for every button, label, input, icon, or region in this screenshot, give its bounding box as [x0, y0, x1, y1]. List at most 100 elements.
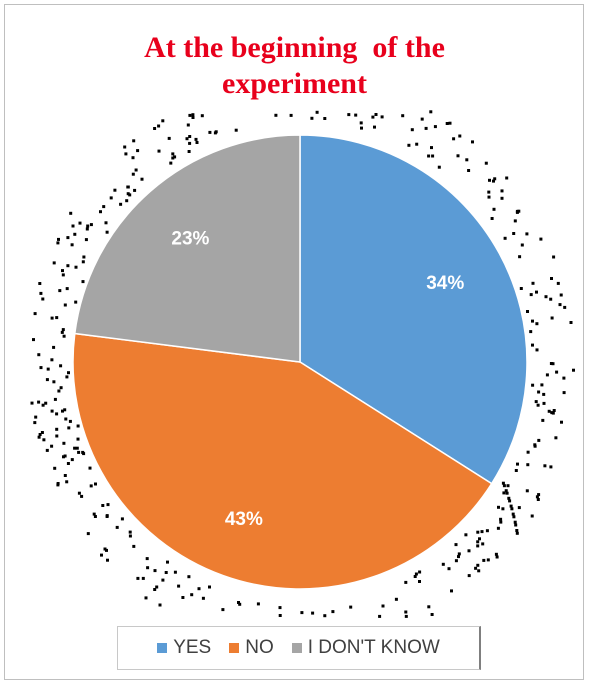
noise-dot	[141, 576, 145, 580]
noise-dot	[404, 610, 408, 614]
noise-dot	[505, 491, 509, 495]
noise-dot	[401, 114, 405, 118]
legend-swatch-no	[229, 643, 240, 653]
noise-dot	[474, 566, 478, 570]
noise-dot	[65, 480, 69, 484]
noise-dot	[61, 409, 64, 413]
noise-dot	[74, 265, 78, 269]
noise-dot	[552, 255, 556, 259]
noise-dot	[507, 496, 511, 500]
noise-dot	[516, 462, 519, 466]
noise-dot	[514, 469, 518, 472]
noise-dot	[167, 136, 171, 140]
noise-dot	[50, 409, 54, 413]
noise-dot	[515, 531, 519, 535]
noise-dot	[37, 353, 41, 357]
noise-dot	[136, 149, 140, 153]
noise-dot	[476, 563, 480, 567]
noise-dot	[171, 152, 175, 156]
noise-dot	[94, 482, 97, 486]
chart-title-line-1: At the beginning of the	[144, 31, 445, 64]
noise-dot	[41, 297, 45, 301]
noise-dot	[201, 596, 205, 600]
noise-dot	[354, 113, 358, 117]
noise-dot	[55, 412, 59, 416]
noise-dot	[535, 495, 539, 499]
noise-dot	[195, 141, 199, 144]
noise-dot	[450, 589, 453, 593]
noise-dot	[208, 585, 211, 589]
legend-item-dont-know: I DON'T KNOW	[291, 637, 440, 659]
noise-dot	[503, 236, 507, 240]
noise-dot	[74, 300, 78, 304]
noise-dot	[278, 614, 282, 617]
noise-dot	[153, 569, 157, 573]
noise-dot	[539, 237, 543, 241]
noise-dot	[92, 512, 96, 516]
noise-dot	[63, 474, 67, 477]
legend-swatch-dont-know	[291, 643, 302, 653]
noise-dot	[106, 558, 109, 562]
noise-dot	[39, 366, 43, 370]
noise-dot	[381, 604, 385, 608]
noise-dot	[518, 255, 522, 259]
noise-dot	[185, 137, 189, 141]
noise-dot	[68, 419, 72, 423]
noise-dot	[360, 126, 363, 130]
noise-dot	[99, 210, 102, 214]
noise-dot	[102, 205, 106, 209]
noise-dot	[558, 303, 562, 307]
noise-dot	[534, 400, 538, 404]
noise-dot	[166, 560, 169, 564]
noise-dot	[515, 529, 519, 532]
noise-dot	[359, 121, 363, 125]
noise-dot	[187, 575, 191, 579]
noise-dot	[81, 260, 85, 264]
noise-dot	[39, 291, 43, 295]
noise-dot	[194, 137, 198, 141]
noise-dot	[73, 446, 77, 450]
noise-dot	[191, 116, 195, 119]
pie-slices	[72, 134, 528, 590]
noise-dot	[61, 273, 65, 277]
noise-dot	[512, 515, 516, 519]
chart-legend: YES NO I DON'T KNOW	[117, 626, 481, 670]
legend-item-no: NO	[229, 637, 274, 659]
noise-dot	[542, 401, 546, 405]
noise-dot	[465, 158, 469, 162]
noise-dot	[456, 154, 460, 158]
noise-dot	[331, 610, 335, 614]
noise-dot	[50, 444, 54, 448]
noise-dot	[457, 552, 461, 556]
noise-dot	[200, 114, 204, 118]
noise-dot	[550, 316, 554, 320]
legend-label-dont-know: I DON'T KNOW	[307, 637, 440, 658]
noise-dot	[82, 255, 86, 259]
noise-dot	[476, 544, 480, 548]
noise-dot	[55, 427, 59, 431]
noise-dot	[552, 409, 556, 412]
noise-dot	[93, 515, 97, 518]
noise-dot	[526, 310, 529, 313]
noise-dot	[161, 119, 165, 123]
noise-dot	[62, 441, 66, 445]
noise-dot	[349, 605, 353, 609]
noise-dot	[537, 438, 541, 442]
noise-dot	[124, 152, 128, 156]
noise-dot	[529, 293, 533, 297]
noise-dot	[33, 312, 37, 316]
noise-dot	[378, 614, 382, 618]
noise-dot	[70, 243, 74, 247]
noise-dot	[487, 190, 491, 194]
noise-dot	[85, 227, 89, 231]
noise-dot	[508, 499, 512, 503]
noise-dot	[560, 420, 563, 424]
noise-dot	[431, 154, 435, 158]
noise-dot	[37, 400, 41, 404]
noise-dot	[61, 328, 65, 332]
noise-dot	[315, 110, 319, 114]
noise-dot	[125, 199, 129, 203]
noise-dot	[234, 128, 238, 132]
noise-dot	[164, 571, 168, 574]
noise-dot	[109, 196, 113, 200]
